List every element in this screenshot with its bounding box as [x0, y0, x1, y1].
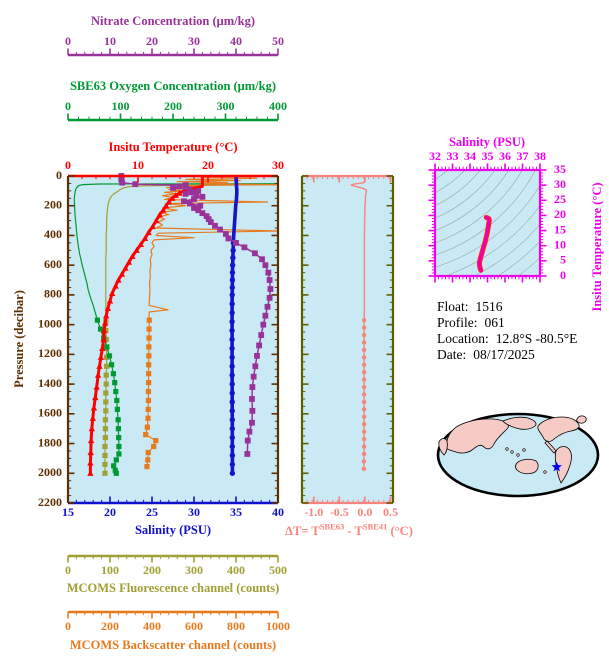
ts-temperature-axis-title: Insitu Temperature (°C): [589, 182, 604, 312]
tick-label: 200: [143, 563, 161, 577]
series-salinity: [229, 175, 239, 476]
tick-label: 10: [104, 34, 116, 48]
axis: 0 10 20 30 40 50: [65, 34, 284, 57]
series-temperature: [87, 176, 204, 476]
salinity-axis-title: Salinity (PSU): [134, 522, 212, 537]
tick-label: 100: [101, 563, 119, 577]
tick-label: 300: [185, 563, 203, 577]
tick-label: 34: [464, 149, 476, 163]
float-info-line: Float: 1516: [437, 299, 503, 314]
tick-label: 100: [112, 99, 130, 113]
tick-label: 0.0: [357, 505, 372, 519]
float-info-line: Date: 08/17/2025: [437, 347, 535, 362]
tick-label: 400: [269, 99, 287, 113]
tick-label: 35: [230, 505, 242, 519]
tick-label: 38: [534, 149, 546, 163]
backscatter-axis-title: MCOMS Backscatter channel (counts): [69, 637, 277, 652]
tick-label: 20: [202, 158, 214, 172]
tick-label: 40: [230, 34, 242, 48]
tick-label: 15: [554, 222, 566, 236]
tick-label: 0: [65, 34, 71, 48]
tick-label: 1000: [38, 316, 62, 330]
ts-salinity-axis-title: Salinity (PSU): [448, 134, 526, 149]
tick-label: 25: [146, 505, 158, 519]
tick-label: 800: [227, 619, 245, 633]
tick-label: 37: [517, 149, 529, 163]
tick-label: 10: [132, 158, 144, 172]
tick-label: 500: [269, 563, 287, 577]
tick-label: 1000: [266, 619, 290, 633]
tick-label: 400: [143, 619, 161, 633]
float-info-line: Profile: 061: [437, 315, 505, 330]
tick-label: 400: [227, 563, 245, 577]
axis: 0 100 200 300 400: [65, 99, 287, 122]
float-location-star: [551, 461, 562, 472]
tick-label: 2000: [38, 465, 62, 479]
float-info-panel: Float: 1516 Profile: 061 Location: 12.8°S -…: [437, 299, 577, 363]
tick-label: 35: [482, 149, 494, 163]
tick-label: 30: [188, 34, 200, 48]
tick-label: 600: [185, 619, 203, 633]
tick-label: 0: [65, 158, 71, 172]
oxygen-axis-title: SBE63 Oxygen Concentration (μm/kg): [69, 78, 277, 93]
tick-label: 300: [217, 99, 235, 113]
tick-label: 0: [56, 168, 62, 182]
tick-label: 30: [188, 505, 200, 519]
tick-label: 50: [272, 34, 284, 48]
tick-label: 1800: [38, 435, 62, 449]
tick-label: 25: [554, 192, 566, 206]
axis: 0 100 200 300 400 500: [65, 554, 287, 577]
series-backscatter: [143, 175, 279, 470]
tick-label: 0: [65, 99, 71, 113]
nitrate-axis-title: Nitrate Concentration (μm/kg): [91, 13, 255, 28]
tick-label: 32: [429, 149, 441, 163]
tick-label: 200: [164, 99, 182, 113]
tick-label: -1.0: [304, 505, 323, 519]
tick-label: 30: [272, 158, 284, 172]
tick-label: 36: [499, 149, 511, 163]
tick-label: 0.5: [383, 505, 398, 519]
tick-label: 600: [44, 257, 62, 271]
axis: 0 200 400 600 800 1000: [65, 610, 290, 633]
tick-label: 20: [146, 34, 158, 48]
tick-label: 33: [447, 149, 459, 163]
temperature-axis-title: Insitu Temperature (°C): [108, 139, 238, 154]
tick-label: 10: [554, 237, 566, 251]
tick-label: 1200: [38, 346, 62, 360]
tick-label: 800: [44, 287, 62, 301]
tick-label: -0.5: [330, 505, 349, 519]
tick-label: 20: [554, 207, 566, 221]
fluorescence-axis-title: MCOMS Fluorescence channel (counts): [66, 580, 280, 595]
tick-label: 15: [62, 505, 74, 519]
tick-label: 40: [272, 505, 284, 519]
series-delta-t: [350, 176, 368, 472]
delta-t-axis-title: ΔT= TSBE63 - TSBE41 (°C): [285, 521, 413, 538]
tick-label: 400: [44, 227, 62, 241]
tick-label: 0: [65, 619, 71, 633]
tick-label: 5: [560, 253, 566, 267]
tick-label: 200: [44, 197, 62, 211]
tick-label: 0: [560, 268, 566, 282]
tick-label: 0: [65, 563, 71, 577]
tick-label: 35: [554, 162, 566, 176]
tick-label: 20: [104, 505, 116, 519]
tick-label: 200: [101, 619, 119, 633]
world-map: [436, 412, 600, 498]
tick-label: 1400: [38, 376, 62, 390]
tick-label: 2200: [38, 495, 62, 509]
tick-label: 30: [554, 177, 566, 191]
float-info-line: Location: 12.8°S -80.5°E: [437, 331, 578, 346]
pressure-axis-title: Pressure (decibar): [11, 290, 26, 388]
delta-t-plot: -1.0 -0.5 0.0 0.5: [300, 174, 398, 519]
tick-label: 1600: [38, 406, 62, 420]
